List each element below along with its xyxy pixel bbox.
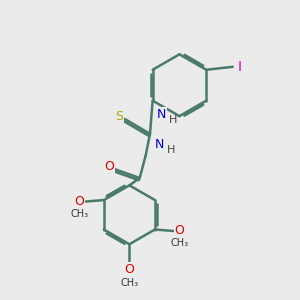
- Text: N: N: [155, 138, 164, 151]
- Text: S: S: [115, 110, 123, 123]
- Text: O: O: [175, 224, 184, 238]
- Text: CH₃: CH₃: [70, 209, 88, 219]
- Text: CH₃: CH₃: [120, 278, 139, 287]
- Text: O: O: [74, 195, 84, 208]
- Text: H: H: [169, 115, 177, 124]
- Text: CH₃: CH₃: [171, 238, 189, 248]
- Text: I: I: [237, 60, 241, 74]
- Text: H: H: [167, 145, 175, 155]
- Text: N: N: [157, 108, 166, 121]
- Text: O: O: [124, 263, 134, 276]
- Text: O: O: [104, 160, 114, 173]
